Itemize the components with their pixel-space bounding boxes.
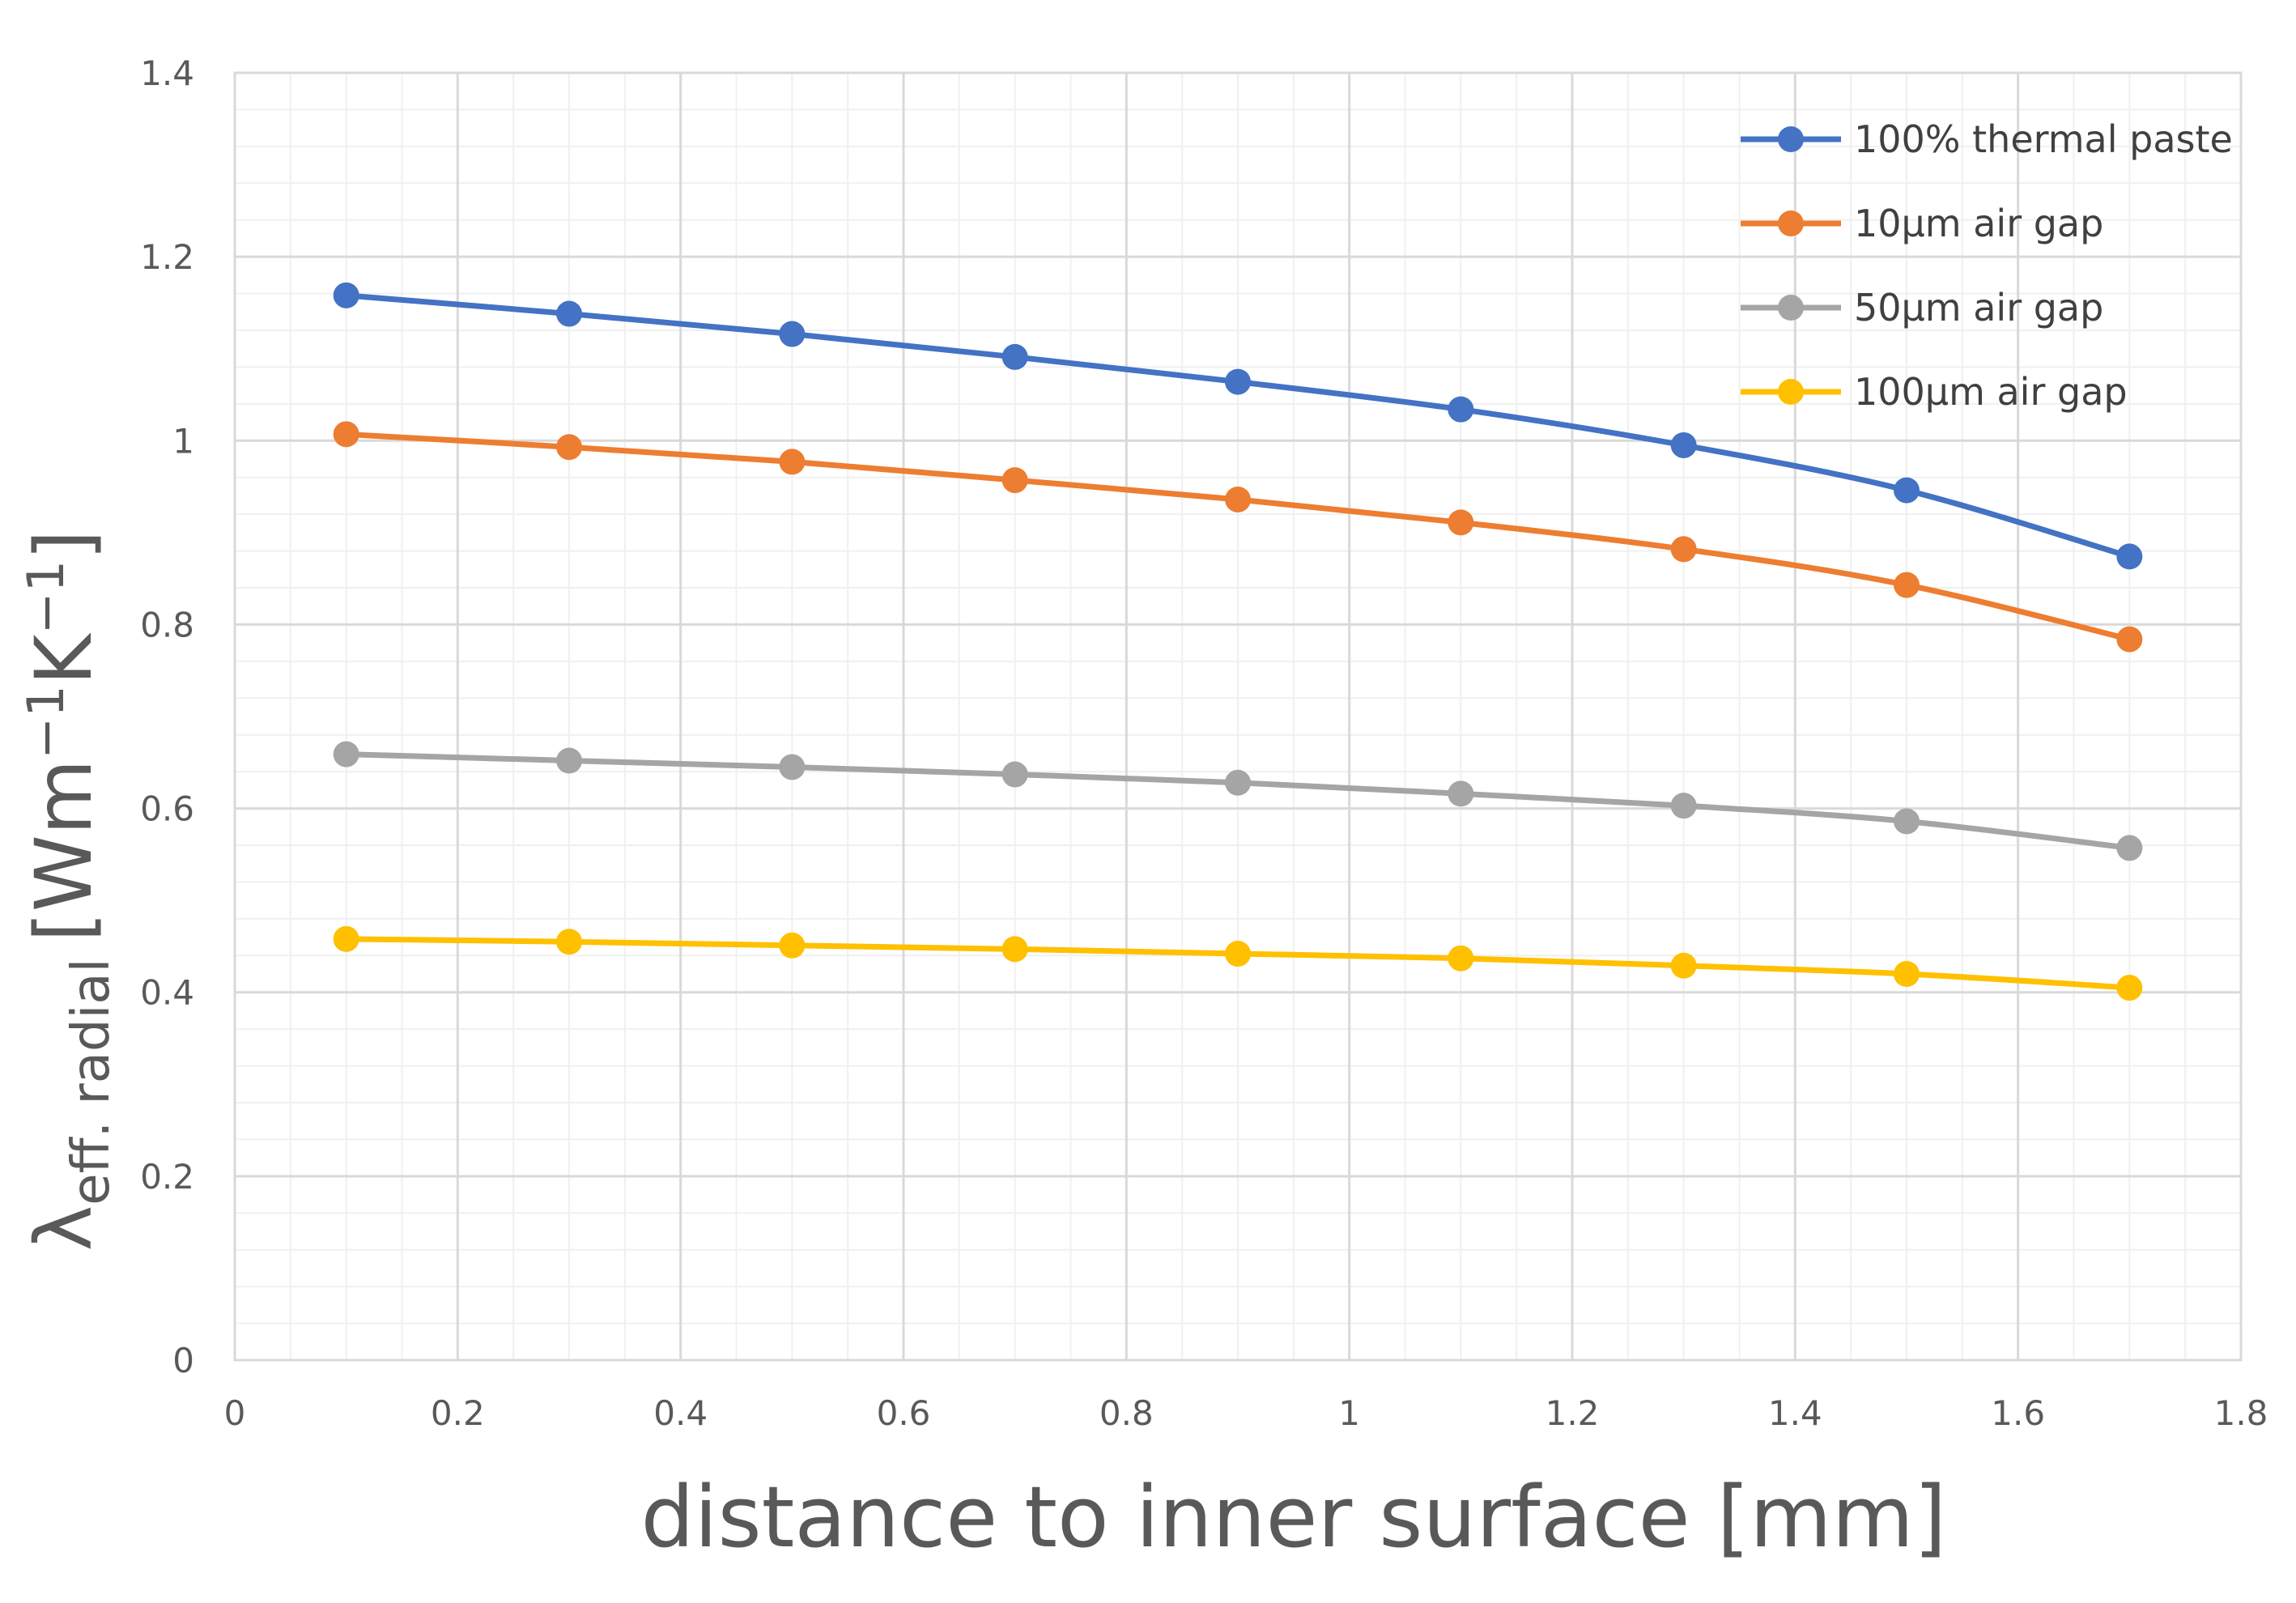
data-point	[1670, 432, 1697, 458]
data-point	[1001, 467, 1028, 494]
data-point	[556, 434, 582, 461]
data-point	[1894, 961, 1920, 987]
data-point	[1894, 572, 1920, 598]
x-tick-label: 1	[1338, 1393, 1360, 1433]
data-point	[556, 300, 582, 327]
data-point	[1670, 952, 1697, 979]
y-tick-label: 0.6	[140, 789, 194, 829]
y-axis-units-close: ]	[19, 529, 109, 559]
x-tick-label: 0.6	[877, 1393, 931, 1433]
y-axis-title: λeff. radial[Wm−1K−1]	[16, 529, 121, 1251]
data-point	[1894, 808, 1920, 835]
legend-entry: 100% thermal paste	[1741, 117, 2233, 161]
data-point	[779, 754, 806, 780]
data-point	[1001, 343, 1028, 370]
data-point	[779, 321, 806, 347]
data-point	[1225, 368, 1251, 395]
y-tick-label: 0.2	[140, 1157, 194, 1197]
y-tick-labels: 0 0.2 0.4 0.6 0.8 1 1.2 1.4	[140, 53, 194, 1380]
x-tick-label: 0.2	[431, 1393, 485, 1433]
data-point	[1894, 477, 1920, 504]
data-point	[1448, 780, 1474, 807]
y-axis-symbol: λ	[19, 1205, 109, 1252]
series-4	[333, 925, 2143, 1001]
data-point	[333, 282, 359, 308]
data-point	[1670, 793, 1697, 819]
data-point	[2116, 975, 2143, 1001]
data-point	[1448, 396, 1474, 423]
data-point	[1001, 761, 1028, 788]
data-point	[2116, 543, 2143, 570]
series-3	[333, 741, 2143, 861]
legend-marker	[1778, 126, 1804, 152]
x-tick-label: 1.2	[1546, 1393, 1600, 1433]
data-point	[1225, 941, 1251, 967]
y-tick-label: 1	[172, 421, 194, 461]
y-axis-units-open: [Wm	[19, 759, 109, 942]
x-tick-label: 0.4	[653, 1393, 708, 1433]
series-layer	[333, 282, 2143, 1001]
y-tick-label: 1.4	[140, 53, 194, 93]
y-axis-exponent-1: −1	[16, 685, 75, 759]
series-1	[333, 282, 2143, 570]
x-tick-label: 1.4	[1768, 1393, 1822, 1433]
legend-label: 100% thermal paste	[1854, 117, 2233, 161]
y-tick-label: 0.8	[140, 605, 194, 644]
data-point	[2116, 835, 2143, 861]
legend-entry: 10µm air gap	[1741, 202, 2103, 245]
y-tick-label: 1.2	[140, 237, 194, 277]
data-point	[1225, 486, 1251, 512]
data-point	[333, 741, 359, 767]
legend-label: 10µm air gap	[1854, 202, 2103, 245]
data-point	[556, 747, 582, 774]
x-tick-label: 1.6	[1991, 1393, 2045, 1433]
y-tick-label: 0.4	[140, 973, 194, 1013]
legend-marker	[1778, 295, 1804, 321]
data-point	[1448, 945, 1474, 972]
series-2	[333, 421, 2143, 653]
x-axis-title: distance to inner surface [mm]	[641, 1468, 1947, 1567]
data-point	[1670, 536, 1697, 563]
legend-marker	[1778, 210, 1804, 236]
data-point	[333, 925, 359, 952]
x-tick-label: 1.8	[2214, 1393, 2268, 1433]
data-point	[779, 932, 806, 959]
y-axis-subscript: eff. radial	[62, 959, 121, 1205]
plot-area-frame	[233, 71, 2243, 1362]
y-axis-units-mid: K	[19, 632, 109, 685]
y-axis-exponent-2: −1	[16, 560, 75, 634]
data-point	[1448, 509, 1474, 536]
data-point	[1001, 936, 1028, 963]
legend: 100% thermal paste 10µm air gap 50µm air g…	[1741, 117, 2233, 414]
data-point	[2116, 626, 2143, 653]
y-tick-label: 0	[172, 1341, 194, 1380]
x-tick-labels: 0 0.2 0.4 0.6 0.8 1 1.2 1.4 1.6 1.8	[224, 1393, 2268, 1433]
legend-entry: 100µm air gap	[1741, 370, 2128, 414]
data-point	[779, 449, 806, 475]
data-point	[333, 421, 359, 448]
x-tick-label: 0.8	[1099, 1393, 1154, 1433]
x-tick-label: 0	[224, 1393, 246, 1433]
legend-label: 100µm air gap	[1854, 370, 2128, 414]
data-point	[556, 929, 582, 955]
legend-entry: 50µm air gap	[1741, 286, 2103, 330]
legend-marker	[1778, 379, 1804, 405]
data-point	[1225, 769, 1251, 796]
legend-label: 50µm air gap	[1854, 286, 2103, 330]
